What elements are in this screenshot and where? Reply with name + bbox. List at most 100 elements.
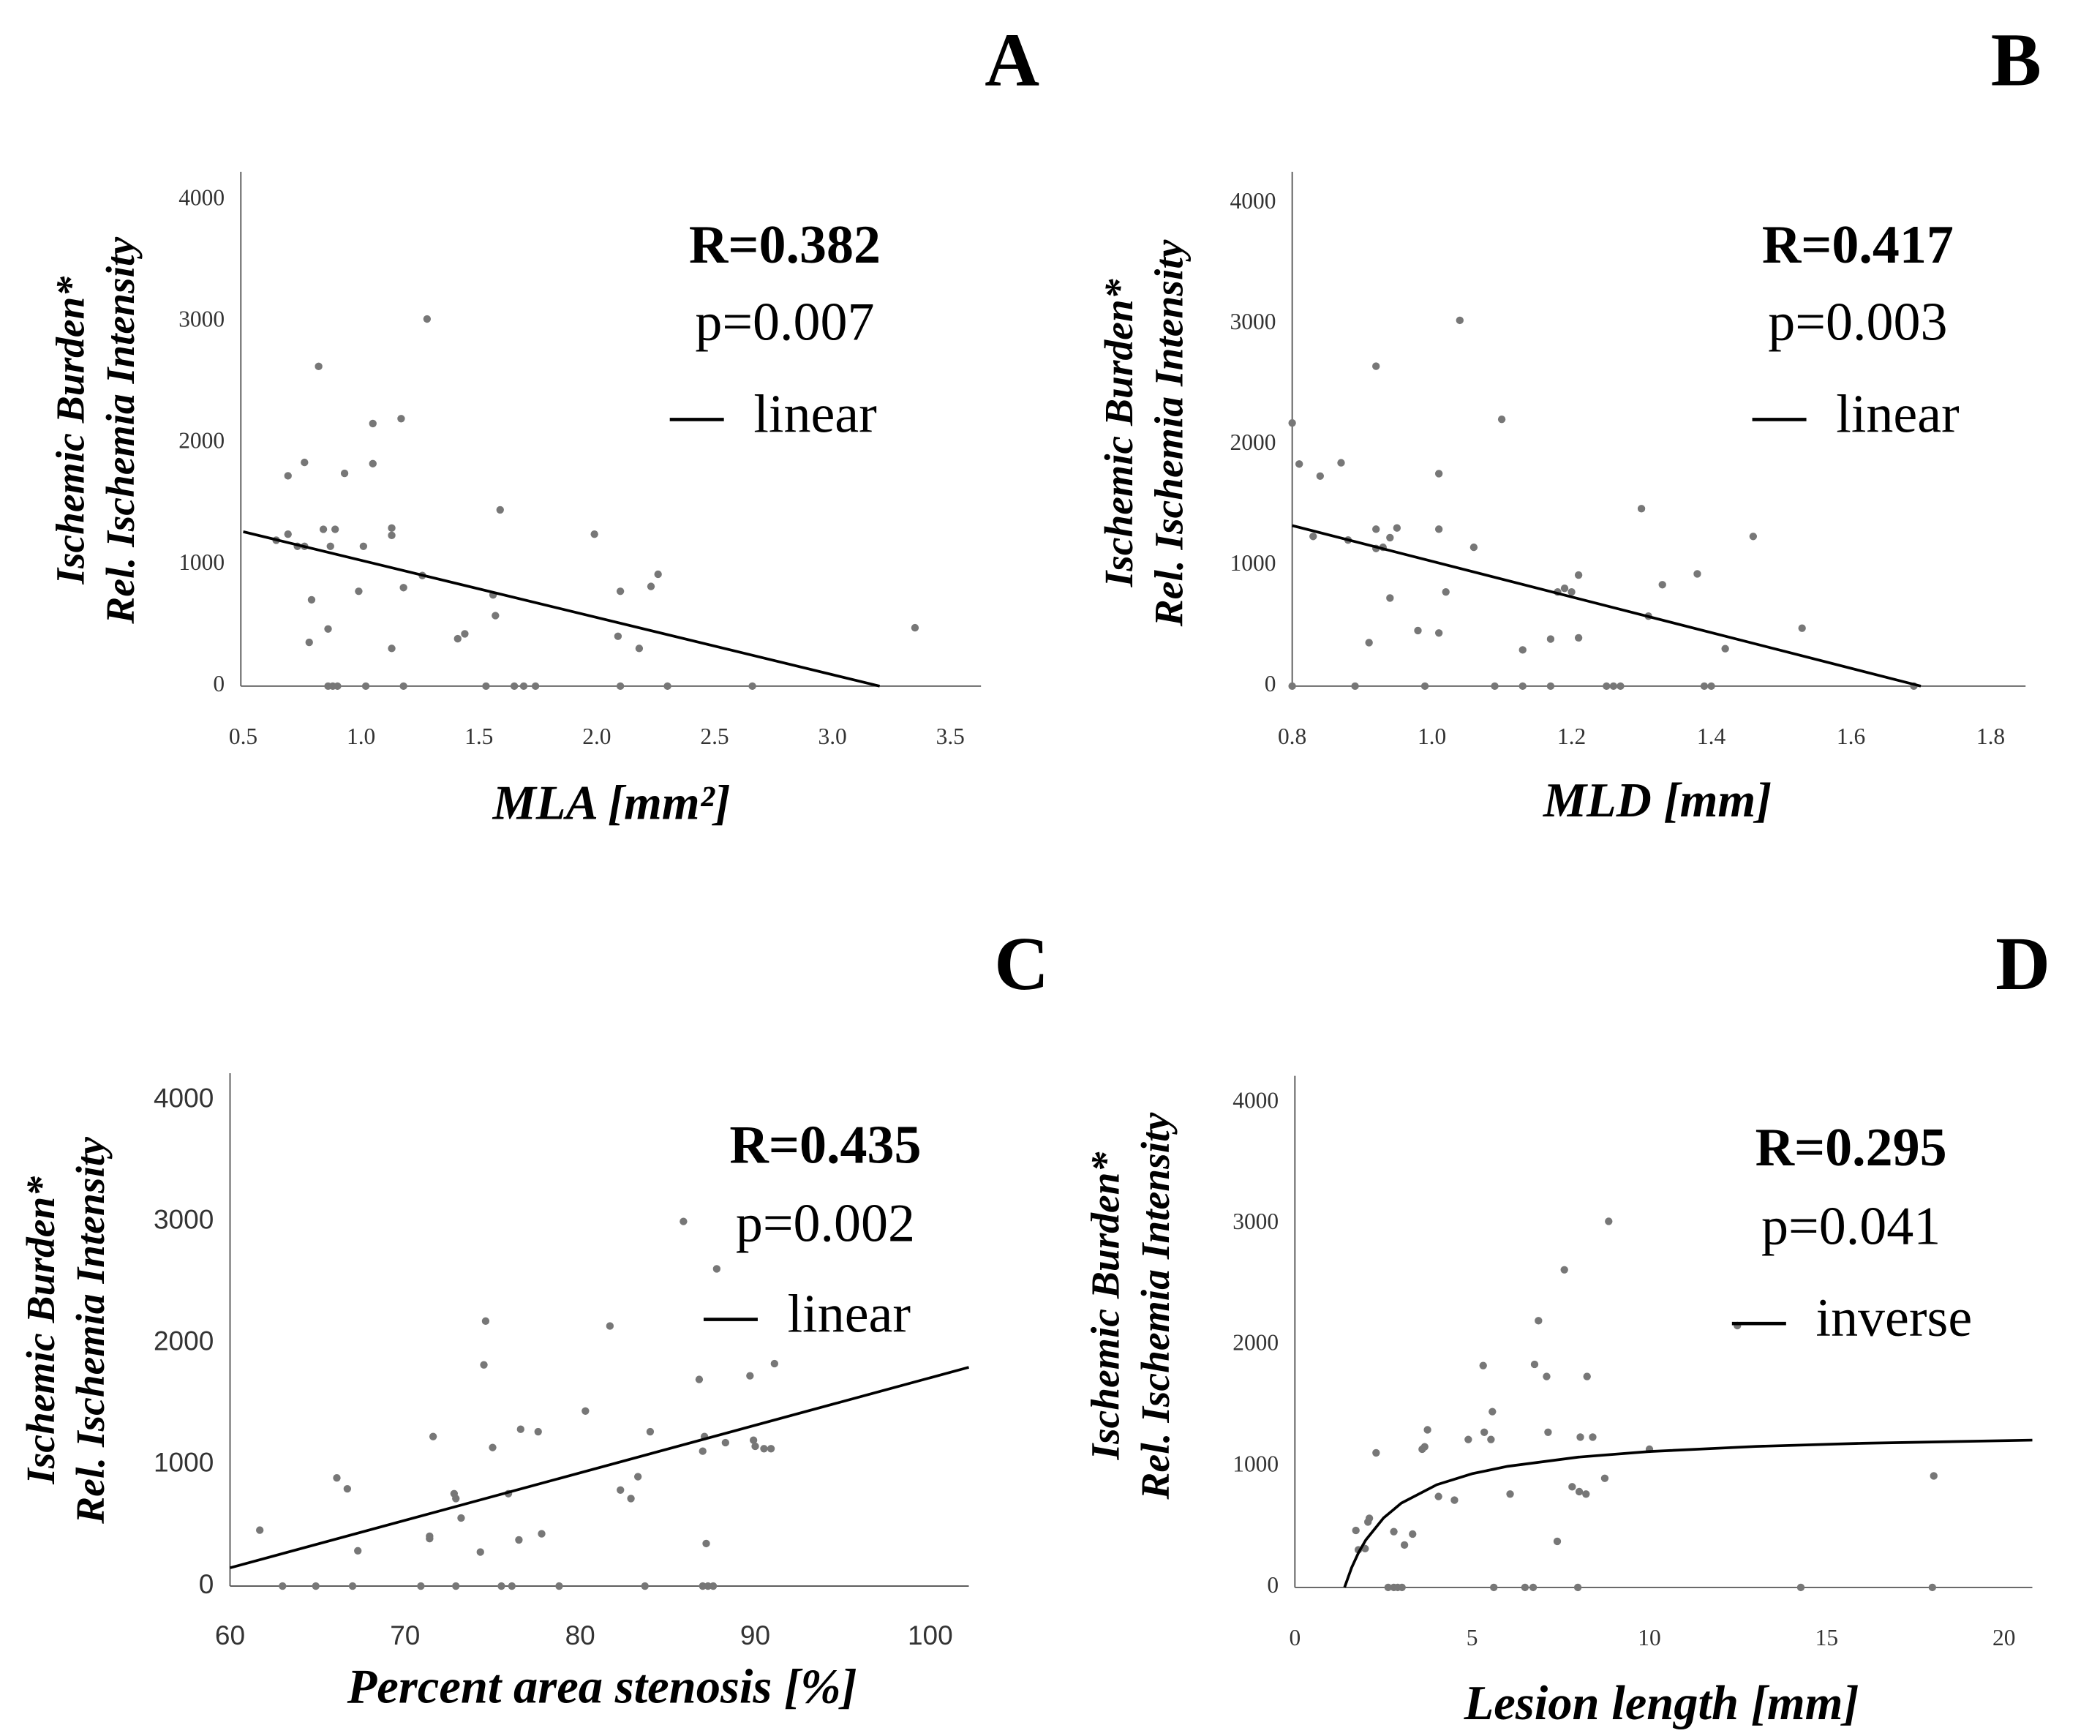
data-point (1707, 682, 1715, 691)
data-point (1479, 1361, 1487, 1369)
data-point (1409, 1530, 1417, 1538)
y-tick-label: 1000 (1232, 1451, 1279, 1476)
x-tick-label: 20 (1992, 1625, 2015, 1650)
x-tick-label: 0 (1289, 1625, 1301, 1650)
data-point (1434, 1492, 1442, 1500)
y-tick-label: 2000 (1230, 429, 1276, 455)
r-value: R=0.382 (689, 215, 881, 275)
data-point (399, 682, 407, 691)
data-point (388, 524, 396, 533)
data-point (284, 530, 292, 538)
data-point (635, 645, 644, 653)
x-tick-label: 1.0 (347, 724, 375, 749)
data-point (1390, 1528, 1398, 1536)
data-point (746, 1372, 754, 1380)
x-axis-label: Percent area stenosis [%] (347, 1661, 857, 1714)
data-point (1386, 594, 1394, 602)
data-point (1365, 1514, 1374, 1522)
x-tick-label: 1.5 (464, 724, 493, 749)
data-point (1288, 418, 1296, 427)
data-point (1658, 581, 1666, 589)
data-point (301, 458, 309, 467)
data-point (627, 1495, 635, 1503)
data-point (1490, 1583, 1498, 1592)
data-point (1798, 624, 1806, 632)
data-point (760, 1445, 768, 1453)
data-point (1450, 1496, 1459, 1504)
data-point (712, 1265, 721, 1273)
data-point (1546, 635, 1555, 643)
y-tick-label: 1000 (154, 1448, 214, 1478)
x-tick-label: 1.8 (1976, 724, 2005, 749)
data-point (1434, 629, 1443, 637)
data-point (1574, 634, 1583, 642)
data-point (1535, 1317, 1543, 1325)
data-point (399, 584, 407, 592)
data-point (1560, 1266, 1568, 1274)
x-tick-label: 1.2 (1557, 724, 1586, 749)
data-point (1393, 524, 1401, 532)
data-point (699, 1447, 707, 1455)
data-point (1316, 472, 1324, 480)
legend-label: linear (788, 1285, 911, 1345)
data-point (1400, 1541, 1409, 1549)
data-point (1609, 682, 1618, 691)
data-point (461, 630, 469, 638)
y-tick-label: 3000 (1232, 1209, 1279, 1234)
data-point (1434, 525, 1443, 533)
x-tick-label: 2.0 (582, 724, 611, 749)
data-point (709, 1582, 718, 1590)
data-point (1603, 682, 1611, 691)
x-tick-label: 10 (1638, 1625, 1660, 1650)
data-point (279, 1582, 287, 1590)
data-point (452, 1582, 460, 1590)
data-point (749, 1436, 758, 1444)
data-point (319, 525, 328, 533)
y-tick-label: 3000 (1230, 309, 1276, 334)
data-point (359, 542, 368, 550)
panel-letter: D (1995, 923, 2050, 1006)
p-value: p=0.003 (1768, 293, 1947, 353)
x-tick-label: 5 (1467, 1625, 1478, 1650)
y-tick-label: 4000 (178, 184, 225, 210)
data-point (617, 1486, 625, 1494)
data-point (429, 1432, 437, 1440)
data-point (1497, 416, 1506, 424)
x-tick-label: 80 (565, 1620, 595, 1650)
data-point (519, 682, 528, 691)
data-point (1464, 1435, 1472, 1443)
y-tick-label: 0 (1265, 671, 1276, 696)
y-tick-label: 4000 (154, 1083, 214, 1113)
data-point (1398, 1583, 1406, 1592)
panel-letter: C (994, 923, 1049, 1006)
x-axis-label: MLA [mm²] (492, 777, 731, 830)
data-point (516, 1425, 524, 1433)
data-point (452, 1495, 460, 1503)
y-axis-label: Ischemic Burden* (1097, 278, 1142, 587)
data-point (1506, 1490, 1514, 1498)
data-point (616, 587, 625, 595)
data-point (255, 1526, 264, 1534)
data-point (1489, 1408, 1497, 1416)
data-point (423, 315, 432, 323)
data-point (508, 1582, 516, 1590)
data-point (1749, 533, 1758, 541)
data-point (721, 1438, 730, 1447)
data-point (680, 1217, 688, 1225)
data-point (426, 1532, 434, 1541)
data-point (1434, 470, 1443, 478)
y-tick-label: 2000 (178, 428, 225, 454)
p-value: p=0.002 (736, 1194, 915, 1254)
data-point (646, 1427, 655, 1436)
x-axis-label: MLD [mm] (1543, 774, 1772, 827)
data-point (1337, 459, 1345, 467)
y-axis-label: Rel. Ischemia Intensity (69, 1137, 113, 1525)
data-point (1420, 682, 1429, 691)
data-point (538, 1530, 546, 1538)
data-point (911, 623, 919, 632)
data-point (1384, 1583, 1392, 1592)
y-tick-label: 1000 (178, 549, 225, 575)
x-tick-label: 0.8 (1278, 724, 1306, 749)
data-point (305, 638, 313, 647)
data-point (324, 625, 332, 633)
